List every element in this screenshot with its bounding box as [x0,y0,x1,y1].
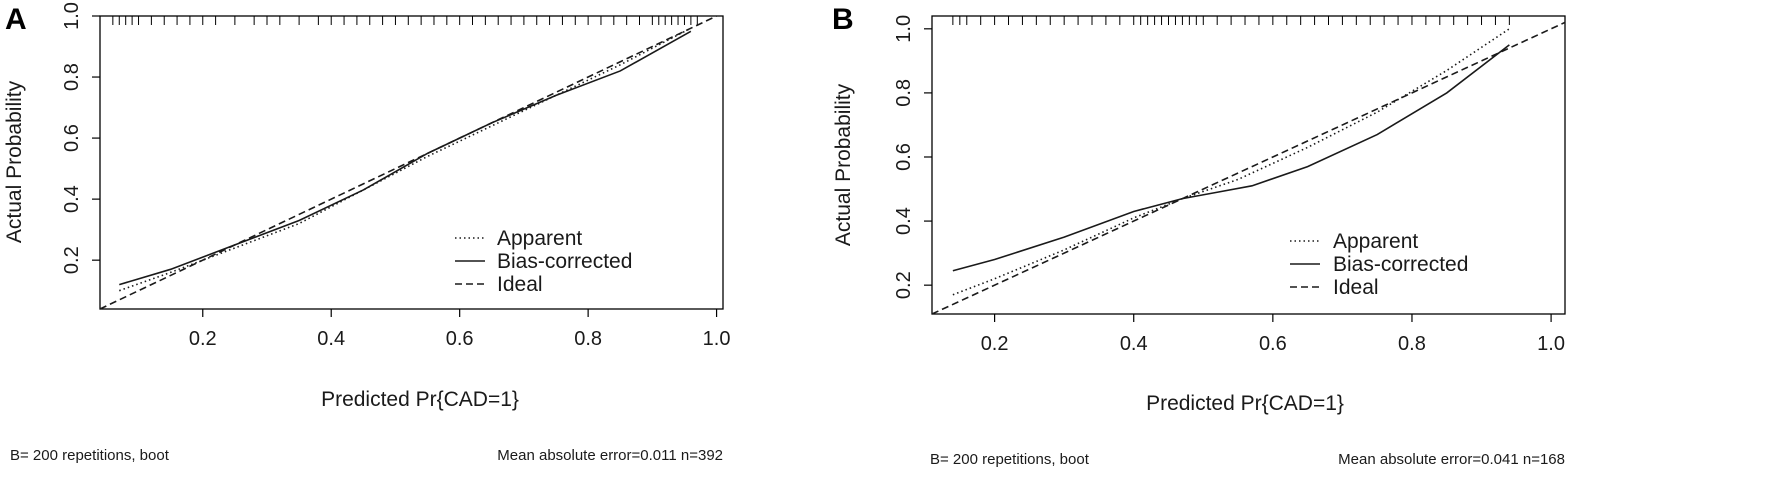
panel-b-x-tick-label: 1.0 [1537,333,1565,355]
panel-a-x-tick-label: 1.0 [703,328,731,350]
panel-a-x-tick-label: 0.8 [574,328,602,350]
panel-b-x-tick-label: 0.8 [1398,333,1426,355]
panel-b-legend-apparent-label: Apparent [1333,230,1418,253]
panel-a-y-tick-label: 0.4 [61,185,83,213]
panel-b-y-tick-label: 0.8 [893,79,915,107]
panel-a-rug [112,16,698,25]
panel-b-legend: Apparent Bias-corrected Ideal [1290,230,1468,299]
panel-a-legend-ideal-label: Ideal [497,273,543,296]
panel-b-y-tick-label: 0.4 [893,207,915,235]
panel-a-plot-frame [99,15,724,310]
panel-b-series-ideal-line [931,21,1566,315]
panel-b-x-tick-label: 0.4 [1120,333,1148,355]
panel-b-y-axis-title: Actual Probability [832,83,855,246]
panel-b: B 0.2 0.4 0.6 0.8 1.0 0.2 0.4 0.6 0.8 1.0 Predict… [832,3,1566,468]
panel-a-y-axis-title: Actual Probability [3,80,26,243]
panel-b-rug [952,16,1510,25]
panel-a: A 0.2 0.4 0.6 0.8 1.0 0.2 0.4 0.6 0.8 1.0 Predict… [3,2,730,464]
panel-a-y-tick-label: 0.6 [61,124,83,152]
panel-a-x-tick-label: 0.2 [189,328,217,350]
panel-a-y-tick-label: 0.8 [61,63,83,91]
panel-a-x-axis-title: Predicted Pr{CAD=1} [321,388,519,411]
panel-b-y-tick-label: 1.0 [893,15,915,43]
panel-b-series-apparent-line [952,28,1510,296]
panel-a-y-tick-label: 0.2 [61,246,83,274]
panel-b-footnote-left: B= 200 repetitions, boot [930,451,1090,468]
panel-b-legend-ideal-label: Ideal [1333,276,1379,299]
panel-a-legend-bias-corrected-label: Bias-corrected [497,250,632,273]
panel-a-series-ideal-line [99,15,717,310]
panel-a-series-lines [99,15,717,310]
panel-a-y-tick-label: 1.0 [61,2,83,30]
panel-b-y-tick-label: 0.2 [893,271,915,299]
panel-b-y-tick-label: 0.6 [893,143,915,171]
panel-b-plot-frame [931,15,1566,315]
panel-a-series-bias-corrected-line [119,30,692,286]
panel-b-letter: B [832,3,854,36]
panel-a-ticks: 0.2 0.4 0.6 0.8 1.0 0.2 0.4 0.6 0.8 1.0 [61,2,730,350]
panel-b-series-bias-corrected-line [952,44,1510,272]
panel-a-legend-apparent-label: Apparent [497,227,582,250]
panel-b-x-tick-label: 0.2 [981,333,1009,355]
panel-b-series-lines [931,21,1566,315]
panel-b-x-tick-label: 0.6 [1259,333,1287,355]
panel-a-legend: Apparent Bias-corrected Ideal [455,227,632,296]
panel-b-legend-bias-corrected-label: Bias-corrected [1333,253,1468,276]
panel-b-ticks: 0.2 0.4 0.6 0.8 1.0 0.2 0.4 0.6 0.8 1.0 [893,15,1565,355]
panel-b-footnote-right: Mean absolute error=0.041 n=168 [1338,451,1565,468]
panel-a-letter: A [5,3,27,36]
panel-a-x-tick-label: 0.4 [317,328,345,350]
panel-b-x-axis-title: Predicted Pr{CAD=1} [1146,392,1344,415]
panel-a-x-tick-label: 0.6 [446,328,474,350]
panel-a-footnote-left: B= 200 repetitions, boot [10,447,170,464]
panel-a-footnote-right: Mean absolute error=0.011 n=392 [497,447,723,464]
